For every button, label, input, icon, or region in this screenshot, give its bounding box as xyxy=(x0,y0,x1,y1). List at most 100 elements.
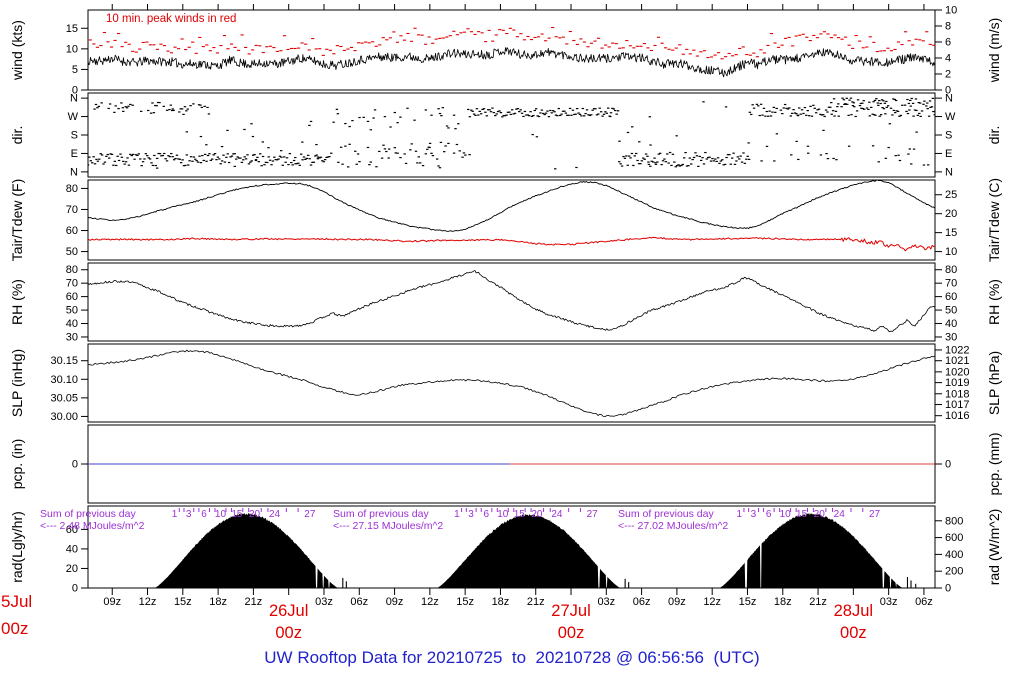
svg-text:15z: 15z xyxy=(456,596,474,608)
svg-text:15: 15 xyxy=(66,23,78,35)
svg-text:00z: 00z xyxy=(840,624,867,642)
svg-text:5: 5 xyxy=(72,64,78,76)
svg-text:00z: 00z xyxy=(275,624,302,642)
figure-title: UW Rooftop Data for 20210725 to 20210728… xyxy=(264,648,760,667)
svg-text:0: 0 xyxy=(945,583,951,595)
svg-text:15: 15 xyxy=(796,509,808,520)
svg-text:1: 1 xyxy=(172,509,178,520)
svg-text:70: 70 xyxy=(66,278,78,290)
panel-slp: 30.00 30.05 30.10 30.15 10161017101810191020… xyxy=(9,343,1002,423)
svg-text:800: 800 xyxy=(945,515,963,527)
svg-text:0: 0 xyxy=(72,85,78,97)
svg-text:24: 24 xyxy=(551,509,563,520)
svg-text:20: 20 xyxy=(814,509,826,520)
svg-text:80: 80 xyxy=(66,264,78,276)
svg-text:wind (kts): wind (kts) xyxy=(9,20,25,81)
svg-text:30.10: 30.10 xyxy=(50,374,78,386)
svg-text:09z: 09z xyxy=(103,596,121,608)
svg-text:10: 10 xyxy=(945,246,957,258)
svg-text:1020: 1020 xyxy=(945,366,969,378)
svg-text:24: 24 xyxy=(834,509,846,520)
panel-wind-series xyxy=(88,26,935,78)
rad-cumulative-scale: 1 3 6 10 15 20 24 27 1 3 6 10 15 20 24 27 1 3 6 10 15 20 24 27 xyxy=(172,508,881,520)
svg-text:20: 20 xyxy=(249,509,261,520)
svg-text:3: 3 xyxy=(751,509,757,520)
svg-text:15z: 15z xyxy=(739,596,757,608)
svg-text:20: 20 xyxy=(66,563,78,575)
svg-text:10 min. peak winds in red: 10 min. peak winds in red xyxy=(106,13,236,25)
svg-text:10: 10 xyxy=(497,509,509,520)
svg-text:70: 70 xyxy=(945,278,957,290)
svg-text:27: 27 xyxy=(304,509,316,520)
svg-text:40: 40 xyxy=(66,543,78,555)
svg-text:1: 1 xyxy=(736,509,742,520)
panel-tair-series xyxy=(88,180,935,252)
svg-text:30.00: 30.00 xyxy=(50,411,78,423)
svg-text:400: 400 xyxy=(945,549,963,561)
svg-text:30: 30 xyxy=(945,331,957,343)
svg-text:21z: 21z xyxy=(527,596,545,608)
svg-text:09z: 09z xyxy=(386,596,404,608)
svg-text:1021: 1021 xyxy=(945,355,969,367)
svg-text:8: 8 xyxy=(945,21,951,33)
svg-text:60: 60 xyxy=(66,291,78,303)
svg-text:Sum of previous day: Sum of previous day xyxy=(40,508,136,520)
svg-text:0: 0 xyxy=(72,459,78,471)
svg-text:6: 6 xyxy=(201,509,207,520)
svg-text:03z: 03z xyxy=(880,596,898,608)
svg-text:SLP (hPa): SLP (hPa) xyxy=(986,351,1002,415)
clipped-start-day-label: 5Jul xyxy=(1,592,33,611)
panel-rh-series xyxy=(88,270,935,333)
svg-text:1: 1 xyxy=(454,509,460,520)
svg-text:18z: 18z xyxy=(774,596,792,608)
svg-text:09z: 09z xyxy=(668,596,686,608)
svg-text:27: 27 xyxy=(587,509,599,520)
svg-text:Sum of previous day: Sum of previous day xyxy=(333,508,429,520)
svg-text:<--- 27.02 MJoules/m^2: <--- 27.02 MJoules/m^2 xyxy=(618,520,728,532)
svg-text:10: 10 xyxy=(66,43,78,55)
svg-text:60: 60 xyxy=(66,524,78,536)
svg-text:27: 27 xyxy=(869,509,881,520)
svg-text:6: 6 xyxy=(766,509,772,520)
svg-text:0: 0 xyxy=(72,583,78,595)
svg-text:wind (m/s): wind (m/s) xyxy=(986,18,1002,84)
svg-text:pcp. (mm): pcp. (mm) xyxy=(986,433,1002,496)
svg-text:06z: 06z xyxy=(633,596,651,608)
svg-text:60: 60 xyxy=(66,225,78,237)
svg-text:50: 50 xyxy=(945,305,957,317)
svg-text:28Jul: 28Jul xyxy=(834,602,873,620)
svg-text:60: 60 xyxy=(945,291,957,303)
svg-text:1022: 1022 xyxy=(945,344,969,356)
svg-text:26Jul: 26Jul xyxy=(269,602,308,620)
svg-text:25: 25 xyxy=(945,189,957,201)
svg-text:W: W xyxy=(945,111,956,123)
svg-text:E: E xyxy=(945,148,952,160)
svg-text:SLP (inHg): SLP (inHg) xyxy=(9,349,25,417)
svg-text:N: N xyxy=(945,93,953,105)
svg-text:dir.: dir. xyxy=(986,126,1002,145)
svg-text:80: 80 xyxy=(66,183,78,195)
svg-text:0: 0 xyxy=(945,459,951,471)
svg-text:rad (W/m^2): rad (W/m^2) xyxy=(986,509,1002,586)
svg-text:18z: 18z xyxy=(492,596,510,608)
svg-text:27Jul: 27Jul xyxy=(551,602,590,620)
svg-text:70: 70 xyxy=(66,204,78,216)
svg-text:W: W xyxy=(68,111,79,123)
svg-text:15: 15 xyxy=(945,227,957,239)
rad-sum-annotations: Sum of previous day<--- 2.48 MJoules/m^2… xyxy=(40,508,728,532)
svg-text:RH (%): RH (%) xyxy=(986,279,1002,325)
svg-text:N: N xyxy=(70,166,78,178)
svg-text:20: 20 xyxy=(531,509,543,520)
clipped-start-hour-label: 00z xyxy=(1,619,29,638)
panel-pcp: 0 0 pcp. (in) pcp. (mm) xyxy=(9,424,1002,504)
svg-text:10: 10 xyxy=(945,5,957,17)
svg-text:50: 50 xyxy=(66,305,78,317)
svg-text:200: 200 xyxy=(945,566,963,578)
svg-text:10: 10 xyxy=(780,509,792,520)
svg-text:600: 600 xyxy=(945,532,963,544)
svg-text:rad(Lgly/hr): rad(Lgly/hr) xyxy=(9,511,25,583)
